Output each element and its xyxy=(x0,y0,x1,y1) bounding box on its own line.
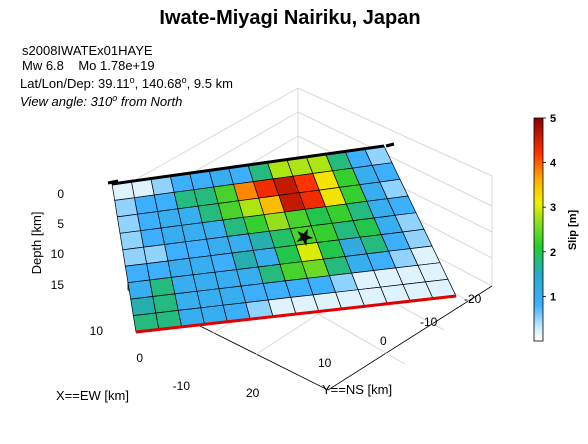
colorbar-tick-label: 3 xyxy=(550,202,556,214)
colorbar xyxy=(533,117,544,342)
colorbar-tick-label: 1 xyxy=(550,291,556,303)
lon-value: 140.68 xyxy=(142,76,182,91)
slip-cell xyxy=(170,274,198,295)
x-tick-label: 10 xyxy=(90,324,104,338)
slip-cell xyxy=(134,194,159,215)
slip-cell xyxy=(164,241,190,262)
z-axis: 0 5 10 15 xyxy=(51,187,65,292)
view-angle-info: View angle: 310o from North xyxy=(20,93,182,109)
x-tick-label: 0 xyxy=(136,351,143,365)
top-edge-tick-left xyxy=(107,179,119,185)
slip-cell xyxy=(157,208,183,229)
lat-degree: o xyxy=(130,75,135,85)
y-tick-label: 0 xyxy=(380,334,387,348)
slip-cell xyxy=(192,271,220,292)
top-edge-tick-right xyxy=(385,142,395,148)
y-axis-label: Y==NS [km] xyxy=(322,382,392,397)
hypocenter-star-icon xyxy=(296,228,314,246)
colorbar-tick-label: 2 xyxy=(550,247,556,259)
y-tick-label: -20 xyxy=(464,292,482,306)
z-tick-label: 15 xyxy=(51,278,65,292)
slip-cell xyxy=(167,257,194,278)
slip-cell xyxy=(153,191,179,212)
slip-cell xyxy=(160,224,186,245)
slip-cell xyxy=(127,279,154,300)
colorbar-label: Slip [m] xyxy=(567,210,579,251)
slip-cell xyxy=(122,246,148,267)
slip-cell xyxy=(188,255,216,276)
slip-cell xyxy=(124,263,151,284)
lon-degree: o xyxy=(182,75,187,85)
chart-title: Iwate-Miyagi Nairiku, Japan xyxy=(159,7,420,29)
slip-cell xyxy=(143,244,169,264)
x-tick-label: -10 xyxy=(173,379,191,393)
fault-top-edge xyxy=(111,144,385,186)
colorbar-ticks: 1 2 3 4 5 xyxy=(543,113,557,303)
x-axis: 10 0 -10 xyxy=(90,324,191,393)
colorbar-tick-label: 5 xyxy=(550,113,556,125)
z-tick-label: 0 xyxy=(57,187,64,201)
slip-cell xyxy=(146,260,172,281)
slip-cell xyxy=(130,296,157,316)
y-tick-label: 10 xyxy=(318,356,332,370)
colorbar-tick-label: 4 xyxy=(550,158,557,170)
y-axis: 20 10 0 -10 -20 xyxy=(246,292,482,400)
z-tick-label: 5 xyxy=(57,217,64,231)
y-tick-label: -10 xyxy=(420,315,438,329)
slip-cell xyxy=(140,227,166,248)
event-id: s2008IWATEx01HAYE xyxy=(22,43,153,58)
magnitude-info: Mw 6.8 Mo 1.78e+19 xyxy=(22,58,155,73)
z-axis-label: Depth [km] xyxy=(29,212,44,275)
depth-value: 9.5 km xyxy=(194,76,233,91)
fault-plane xyxy=(111,145,457,333)
view-angle-degree: o xyxy=(112,93,117,103)
z-tick-label: 10 xyxy=(51,247,65,261)
slip-cell xyxy=(152,293,179,314)
slip-cell xyxy=(114,197,138,218)
slip-cell xyxy=(174,290,202,311)
slip-cell xyxy=(149,277,176,297)
slip-cell xyxy=(119,230,145,251)
slip-cell xyxy=(137,211,162,232)
slip-cell xyxy=(116,213,142,234)
view-angle-suffix: from North xyxy=(121,94,182,109)
lat-label: Lat/Lon/Dep: 39.11 xyxy=(20,76,130,91)
y-tick-label: 20 xyxy=(246,386,260,400)
fault-bottom-edge xyxy=(135,294,457,334)
slip-cell xyxy=(196,288,224,309)
view-angle-prefix: View angle: 310 xyxy=(20,94,113,109)
location-info: Lat/Lon/Dep: 39.11o, 140.68o, 9.5 km xyxy=(20,75,233,91)
x-axis-label: X==EW [km] xyxy=(56,388,129,403)
